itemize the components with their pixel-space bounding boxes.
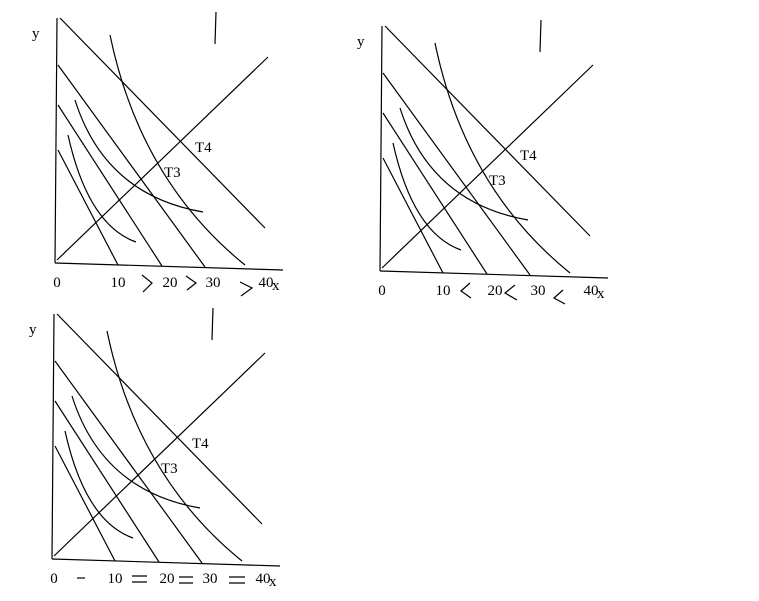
tick-label: 10 xyxy=(111,275,126,291)
curve-label: T4 xyxy=(195,140,212,156)
hand-symbol xyxy=(179,576,193,584)
pen-mark xyxy=(539,19,542,53)
tick-label: 20 xyxy=(163,275,178,291)
x-axis-label: x xyxy=(597,286,605,302)
budget-line xyxy=(57,104,163,267)
pen-mark xyxy=(214,11,217,45)
tick-label: 40 xyxy=(584,283,599,299)
hand-symbol xyxy=(185,275,198,291)
tick-label: 0 xyxy=(378,283,386,299)
tick-label: 20 xyxy=(160,571,175,587)
budget-line xyxy=(54,445,116,562)
tick-label: 30 xyxy=(206,275,221,291)
indifference-curve xyxy=(109,34,246,266)
diagonal xyxy=(381,64,594,269)
tick-label: 10 xyxy=(108,571,123,587)
hand-symbol xyxy=(141,274,153,293)
curve-label: T3 xyxy=(161,461,178,477)
indifference-curve xyxy=(64,430,134,539)
budget-line xyxy=(54,400,160,563)
y-axis-label: y xyxy=(32,26,40,42)
diagonal xyxy=(53,352,266,557)
y-axis-label: y xyxy=(29,322,37,338)
tick-label: 40 xyxy=(256,571,271,587)
x-axis-label: x xyxy=(272,278,280,294)
curve-label: T3 xyxy=(164,165,181,181)
budget-line xyxy=(57,149,119,266)
hand-symbol xyxy=(229,576,245,584)
hand-symbol xyxy=(239,281,254,297)
panel: y x 0 10 20 30 40 T3 T4 xyxy=(29,307,281,590)
tick-label: 10 xyxy=(436,283,451,299)
indifference-curve xyxy=(399,107,529,221)
tick-label: 30 xyxy=(203,571,218,587)
tick-label: 40 xyxy=(259,275,274,291)
hand-symbol xyxy=(460,282,472,299)
hand-symbol xyxy=(552,289,566,305)
tick-label: 20 xyxy=(488,283,503,299)
x-axis xyxy=(54,262,284,271)
indifference-curve xyxy=(106,330,243,562)
indifference-curve xyxy=(392,142,462,251)
diagonal xyxy=(56,56,269,261)
tick-label: 0 xyxy=(53,275,61,291)
budget-line xyxy=(382,157,444,274)
budget-line xyxy=(56,313,263,525)
budget-line xyxy=(54,360,203,564)
indifference-curve xyxy=(434,42,571,274)
budget-line xyxy=(384,25,591,237)
budget-line xyxy=(382,72,531,276)
curve-label: T4 xyxy=(192,436,209,452)
budget-line xyxy=(57,64,206,268)
hand-symbol xyxy=(503,284,518,301)
y-axis xyxy=(54,17,58,264)
y-axis-label: y xyxy=(357,34,365,50)
budget-line xyxy=(382,112,488,275)
panel: y x 0 10 20 30 40 T3 T4 xyxy=(32,11,284,297)
tick-label: 30 xyxy=(531,283,546,299)
panel: y x 0 10 20 30 40 T3 T4 xyxy=(357,19,609,305)
indifference-curve xyxy=(67,134,137,243)
x-axis xyxy=(379,270,609,279)
tick-label: 0 xyxy=(50,571,58,587)
indifference-curve xyxy=(74,99,204,213)
pen-mark xyxy=(211,307,214,341)
hand-symbol xyxy=(132,575,147,583)
x-axis-label: x xyxy=(269,574,277,590)
budget-line xyxy=(59,17,266,229)
curve-label: T4 xyxy=(520,148,537,164)
y-axis xyxy=(379,25,383,272)
indifference-curve xyxy=(71,395,201,509)
x-axis xyxy=(51,558,281,567)
y-axis xyxy=(51,313,55,560)
curve-label: T3 xyxy=(489,173,506,189)
